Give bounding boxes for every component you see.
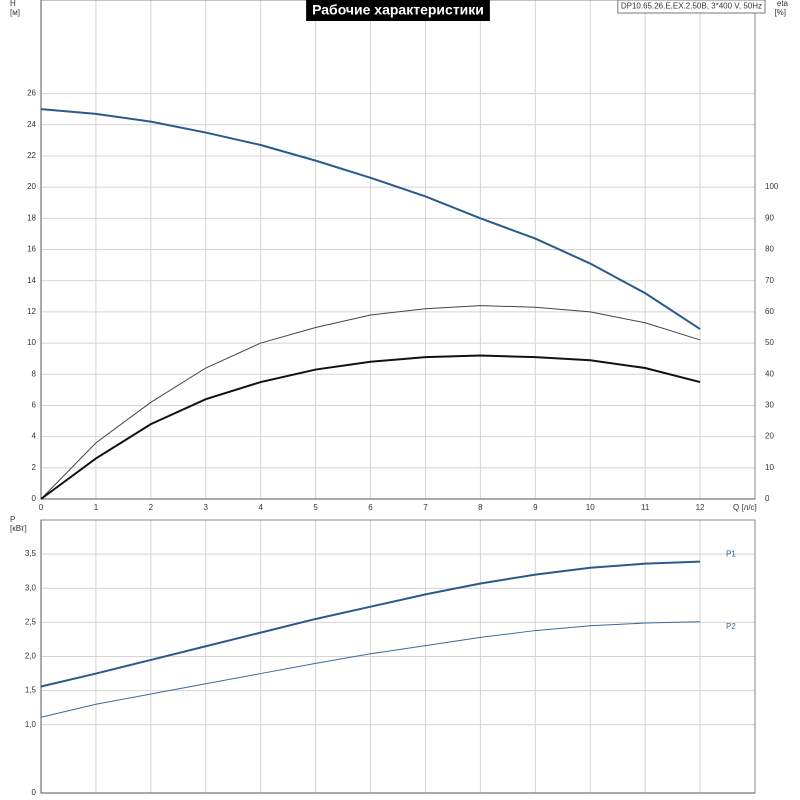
y-tick-label: 16 [27, 245, 36, 254]
x-tick-label: 8 [478, 503, 483, 512]
y-tick-label: 22 [27, 151, 36, 160]
y-tick-label: 20 [27, 182, 36, 191]
x-tick-label: 4 [258, 503, 263, 512]
y-tick-label: 12 [27, 307, 36, 316]
y2-axis-label: eta [777, 0, 789, 8]
y2-tick-label: 30 [765, 401, 774, 410]
y2-tick-label: 20 [765, 432, 774, 441]
y-tick-label: 24 [27, 120, 36, 129]
y2-tick-label: 60 [765, 307, 774, 316]
series-line [40, 560, 701, 688]
y-axis-unit: [кВт] [10, 524, 27, 533]
title-background [306, 0, 490, 21]
x-tick-label: 1 [94, 503, 99, 512]
series-label: P2 [726, 622, 736, 631]
series-label: P1 [726, 550, 736, 559]
y-axis-label: H [10, 0, 16, 8]
y-tick-label: 0 [32, 494, 37, 503]
x-axis-label: Q [л/с] [733, 503, 757, 512]
x-tick-label: 0 [39, 503, 44, 512]
y-axis-label: P [10, 515, 15, 524]
annotation-box [617, 0, 766, 14]
x-tick-label: 6 [368, 503, 373, 512]
series-line [40, 621, 701, 718]
y-tick-label: 2,0 [25, 652, 37, 661]
y2-tick-label: 50 [765, 338, 774, 347]
y-tick-label: 6 [32, 401, 37, 410]
y-tick-label: 2 [32, 463, 37, 472]
y-tick-label: 3,5 [25, 549, 37, 558]
chart-title: Рабочие характеристики [312, 2, 484, 18]
x-tick-label: 5 [313, 503, 318, 512]
x-tick-label: 3 [204, 503, 209, 512]
y-axis-unit: [м] [10, 8, 20, 17]
x-tick-label: 12 [696, 503, 705, 512]
x-tick-label: 9 [533, 503, 538, 512]
y2-tick-label: 90 [765, 213, 774, 222]
y2-tick-label: 80 [765, 245, 774, 254]
series-line [40, 354, 701, 500]
x-tick-label: 2 [149, 503, 154, 512]
y2-tick-label: 40 [765, 369, 774, 378]
y-tick-label: 26 [27, 89, 36, 98]
y-tick-label: 3,0 [25, 583, 37, 592]
y2-tick-label: 70 [765, 276, 774, 285]
series-line [40, 305, 701, 500]
x-tick-label: 11 [641, 503, 650, 512]
x-tick-label: 10 [586, 503, 595, 512]
annotation: DP10.65.26.E.EX.2.50B, 3*400 V, 50Hz [621, 2, 762, 11]
y-tick-label: 2,5 [25, 617, 37, 626]
y2-tick-label: 0 [765, 494, 770, 503]
y2-tick-label: 100 [765, 182, 779, 191]
y2-axis-unit: [%] [774, 8, 786, 17]
y-tick-label: 4 [32, 432, 37, 441]
y-tick-label: 14 [27, 276, 36, 285]
y-tick-label: 1,0 [25, 720, 37, 729]
y-tick-label: 18 [27, 213, 36, 222]
x-tick-label: 7 [423, 503, 428, 512]
y2-tick-label: 10 [765, 463, 774, 472]
series-line [40, 108, 701, 330]
y-tick-label: 10 [27, 338, 36, 347]
y-tick-label: 1,5 [25, 686, 37, 695]
y-tick-label: 8 [32, 369, 37, 378]
y-tick-label: 0 [32, 788, 37, 797]
